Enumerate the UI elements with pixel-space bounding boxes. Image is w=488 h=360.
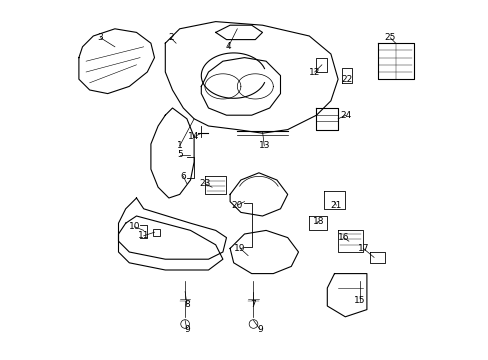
Text: 21: 21 (330, 201, 341, 210)
Text: 15: 15 (353, 296, 365, 305)
Text: 4: 4 (225, 42, 231, 51)
Text: 8: 8 (183, 300, 189, 309)
Text: 1: 1 (177, 141, 182, 150)
Text: 2: 2 (167, 33, 173, 42)
Text: 9: 9 (257, 325, 263, 334)
Text: 20: 20 (231, 201, 243, 210)
Text: 13: 13 (258, 141, 269, 150)
Text: 24: 24 (340, 111, 351, 120)
Text: 3: 3 (98, 33, 103, 42)
Text: 17: 17 (357, 244, 368, 253)
Text: 22: 22 (341, 75, 352, 84)
Text: 5: 5 (177, 150, 182, 159)
Text: 19: 19 (234, 244, 245, 253)
Text: 18: 18 (312, 217, 324, 226)
Text: 11: 11 (138, 231, 149, 240)
Text: 6: 6 (180, 172, 186, 181)
Text: 12: 12 (308, 68, 320, 77)
Text: 7: 7 (250, 300, 256, 309)
Text: 23: 23 (199, 179, 210, 188)
Text: 14: 14 (188, 132, 200, 141)
Text: 10: 10 (129, 222, 140, 231)
Text: 25: 25 (384, 33, 395, 42)
Text: 16: 16 (337, 233, 348, 242)
Text: 9: 9 (183, 325, 189, 334)
